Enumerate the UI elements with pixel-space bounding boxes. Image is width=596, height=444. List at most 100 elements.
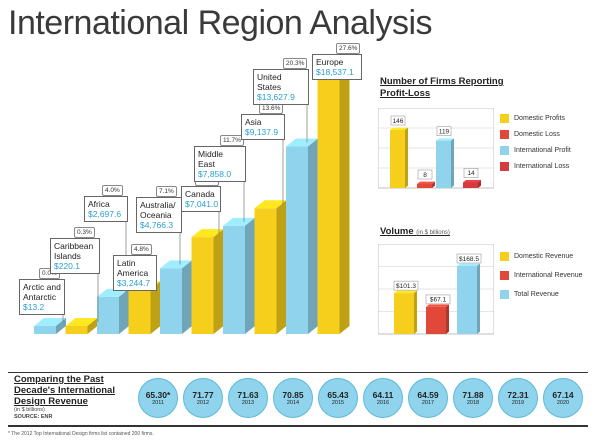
region-name: Latin America bbox=[117, 258, 149, 278]
svg-text:119: 119 bbox=[439, 129, 450, 136]
decade-revenue-value: 67.14 bbox=[552, 390, 574, 400]
region-callout: Arctic and Antarctic $13.2 bbox=[19, 279, 65, 315]
legend-item: International Revenue bbox=[500, 266, 583, 285]
legend-swatch bbox=[500, 252, 509, 261]
region-bar bbox=[34, 318, 66, 334]
region-pct: 20.3% bbox=[283, 58, 308, 69]
region-callout: Australia/ Oceania $4,766.3 bbox=[136, 197, 182, 233]
region-bar bbox=[317, 71, 350, 334]
region-name: Asia bbox=[245, 117, 262, 127]
legend-item: Domestic Loss bbox=[500, 126, 571, 142]
legend-label: Domestic Loss bbox=[514, 130, 560, 138]
legend-swatch bbox=[500, 129, 509, 139]
region-name: Caribbean Islands bbox=[54, 241, 94, 261]
svg-text:$101.3: $101.3 bbox=[396, 283, 416, 290]
volume-value: $67.1 bbox=[425, 294, 451, 305]
decade-revenue-circle: 67.14 2020 bbox=[543, 378, 583, 418]
decade-revenue-year: 2012 bbox=[196, 400, 210, 406]
decade-revenue-circle: 64.59 2017 bbox=[408, 378, 448, 418]
decade-revenue-year: 2013 bbox=[241, 400, 255, 406]
decade-revenue-value: 71.88 bbox=[462, 390, 484, 400]
region-bar bbox=[191, 229, 224, 334]
page-title: International Region Analysis bbox=[8, 4, 433, 42]
decade-revenue-circle: 65.30* 2011 bbox=[138, 378, 178, 418]
volume-legend: Domestic Revenue International Revenue Tot… bbox=[500, 247, 583, 304]
legend-item: International Profit bbox=[500, 142, 571, 158]
profit-loss-bar bbox=[436, 138, 454, 188]
region-name: United States bbox=[257, 72, 282, 92]
region-pct: 7.1% bbox=[156, 186, 177, 197]
region-callout: Caribbean Islands $220.1 bbox=[50, 238, 100, 274]
decade-revenue-year: 2017 bbox=[421, 400, 435, 406]
region-callout: United States $13,627.9 bbox=[253, 69, 309, 105]
region-bar bbox=[223, 217, 255, 334]
profit-loss-bar bbox=[463, 180, 481, 188]
legend-swatch bbox=[500, 113, 509, 123]
legend-label: Domestic Profits bbox=[514, 114, 565, 122]
region-name: Arctic and Antarctic bbox=[23, 282, 61, 302]
region-amount: $7,858.0 bbox=[198, 169, 232, 179]
profit-loss-bar bbox=[390, 127, 408, 188]
region-callout: Latin America $3,244.7 bbox=[113, 255, 157, 291]
region-callout: Middle East $7,858.0 bbox=[194, 146, 246, 182]
profit-loss-legend: Domestic Profits Domestic Loss Internation… bbox=[500, 110, 571, 174]
profit-loss-value: 146 bbox=[390, 115, 406, 126]
profit-loss-chart: 146 8 119 14 bbox=[378, 108, 494, 189]
decade-revenue-value: 65.30* bbox=[145, 390, 171, 400]
divider-bottom bbox=[8, 425, 588, 427]
decade-revenue-circle: 64.11 2016 bbox=[363, 378, 403, 418]
decade-revenue-circle: 71.63 2013 bbox=[228, 378, 268, 418]
region-bar bbox=[97, 288, 129, 334]
legend-item: Total Revenue bbox=[500, 285, 583, 304]
decade-revenue-value: 71.77 bbox=[192, 390, 214, 400]
region-callout: Asia $9,137.9 bbox=[241, 114, 285, 140]
legend-label: International Revenue bbox=[514, 272, 583, 279]
legend-item: Domestic Revenue bbox=[500, 247, 583, 266]
decade-title: Comparing the Past Decade's Internationa… bbox=[14, 374, 115, 407]
svg-text:146: 146 bbox=[393, 118, 404, 125]
decade-revenue-year: 2015 bbox=[331, 400, 345, 406]
region-name: Canada bbox=[185, 189, 215, 199]
profit-loss-value: 8 bbox=[417, 169, 433, 180]
decade-revenue-value: 72.31 bbox=[507, 390, 529, 400]
divider-top bbox=[8, 372, 588, 373]
profit-loss-bar bbox=[417, 181, 435, 188]
volume-bar bbox=[426, 304, 449, 334]
decade-revenue-value: 71.63 bbox=[237, 390, 259, 400]
volume-chart: $101.3 $67.1 $168.5 bbox=[378, 244, 494, 335]
decade-unit-note: (in $ billions) SOURCE: ENR bbox=[14, 407, 53, 420]
legend-label: Total Revenue bbox=[514, 291, 559, 298]
region-callout: Europe $18,537.1 bbox=[312, 54, 362, 80]
volume-bar bbox=[457, 263, 480, 334]
legend-swatch bbox=[500, 271, 509, 280]
volume-value: $168.5 bbox=[456, 253, 482, 264]
decade-revenue-year: 2014 bbox=[286, 400, 300, 406]
region-callout: Canada $7,041.0 bbox=[181, 186, 221, 212]
decade-revenue-value: 64.11 bbox=[372, 390, 394, 400]
svg-text:14: 14 bbox=[467, 170, 475, 177]
region-name: Africa bbox=[88, 199, 110, 209]
region-amount: $9,137.9 bbox=[245, 127, 279, 137]
region-pct: 27.6% bbox=[336, 43, 361, 54]
region-amount: $3,244.7 bbox=[117, 278, 151, 288]
region-bar bbox=[254, 200, 287, 334]
legend-label: International Loss bbox=[514, 162, 570, 170]
region-amount: $4,766.3 bbox=[140, 220, 174, 230]
region-amount: $220.1 bbox=[54, 261, 80, 271]
region-bar bbox=[65, 318, 98, 334]
decade-revenue-value: 65.43 bbox=[327, 390, 349, 400]
legend-swatch bbox=[500, 290, 509, 299]
decade-revenue-circle: 65.43 2015 bbox=[318, 378, 358, 418]
decade-revenue-year: 2019 bbox=[511, 400, 525, 406]
decade-revenue-value: 64.59 bbox=[417, 390, 439, 400]
region-name: Europe bbox=[316, 57, 344, 67]
region-name: Middle East bbox=[198, 149, 224, 169]
legend-label: International Profit bbox=[514, 146, 571, 154]
region-amount: $7,041.0 bbox=[185, 199, 219, 209]
svg-text:$168.5: $168.5 bbox=[459, 256, 479, 263]
region-amount: $13,627.9 bbox=[257, 92, 295, 102]
volume-value: $101.3 bbox=[393, 280, 419, 291]
decade-revenue-year: 2020 bbox=[556, 400, 570, 406]
footnote: * The 2012 Top International Design firm… bbox=[8, 431, 154, 437]
